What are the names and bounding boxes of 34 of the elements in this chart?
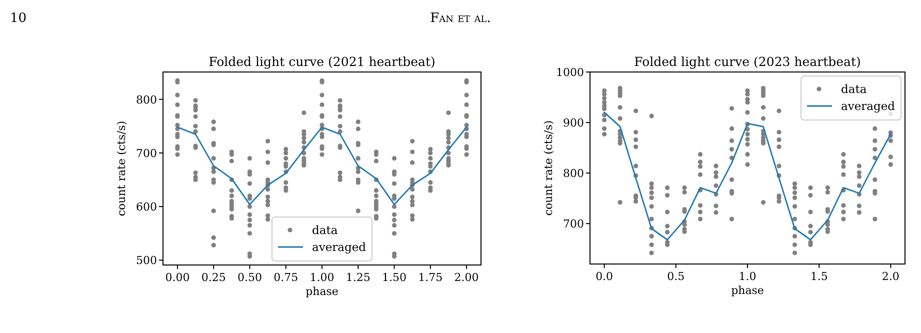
text: 10 [10,11,27,26]
y-tick-label: 500 [136,254,157,268]
x-tick-label: 0.25 [201,271,226,284]
y-axis-title: count rate (cts/s) [542,120,555,216]
text: Fan et al. [430,11,491,26]
x-tick-label: 1.75 [418,271,443,284]
x-tick-label: 0.75 [274,271,298,284]
y-tick-label: 700 [563,218,584,231]
x-tick-label: 2.0 [882,270,900,283]
x-tick-label: 1.5 [810,270,828,283]
x-tick-label: 1.00 [310,271,334,284]
y-tick-label: 1000 [556,66,584,79]
x-tick-label: 0.5 [667,270,685,283]
y-axis-title: count rate (cts/s) [115,120,128,216]
y-tick-label: 800 [136,93,157,106]
x-axis-title: phase [731,284,764,297]
y-tick-label: 900 [563,116,584,130]
legend-label: averaged [841,99,896,113]
x-tick-label: 0.00 [165,271,190,284]
x-tick-label: 0.50 [237,271,262,284]
x-axis-title: phase [306,285,338,298]
x-tick-label: 1.50 [382,271,407,284]
legend-label: averaged [312,240,367,254]
chart-title: Folded light curve (2023 heartbeat) [634,54,861,69]
x-tick-label: 1.25 [346,271,370,284]
x-tick-label: 2.00 [454,271,479,284]
legend-label: data [312,223,338,237]
y-tick-label: 600 [136,200,157,214]
x-tick-label: 0.0 [596,270,614,283]
chart-title: Folded light curve (2021 heartbeat) [208,54,436,69]
x-tick-label: 1.0 [738,270,756,283]
legend-label: data [841,82,867,96]
y-tick-label: 800 [563,167,584,180]
y-tick-label: 700 [136,146,157,160]
